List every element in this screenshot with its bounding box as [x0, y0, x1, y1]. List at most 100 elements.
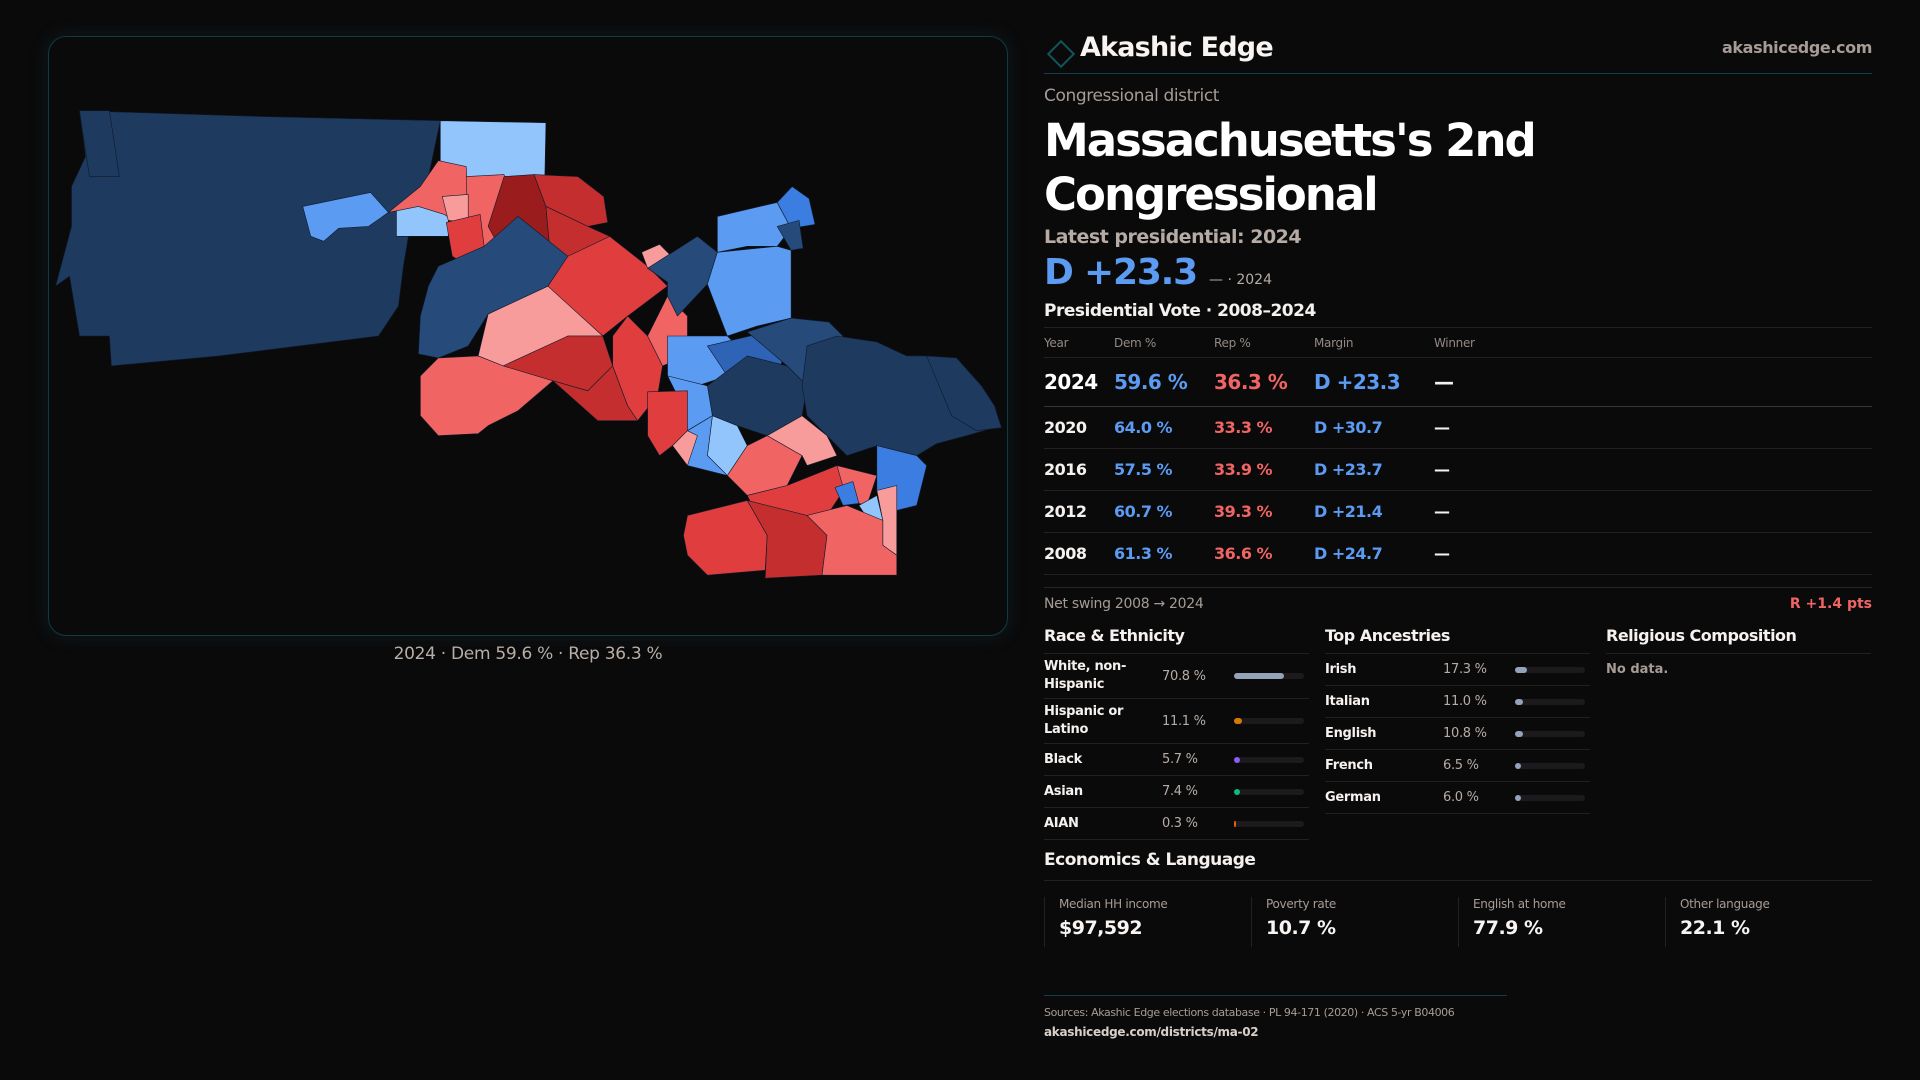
- race-bar-fill: [1234, 756, 1240, 763]
- ancestry-bar-fill: [1515, 794, 1521, 801]
- footer-url-link[interactable]: akashicedge.com/districts/ma-02: [1044, 1025, 1259, 1039]
- ancestry-label: Italian: [1325, 693, 1370, 709]
- map-region-rep-s-10[interactable]: [806, 505, 898, 576]
- ancestry-bar-fill: [1515, 698, 1523, 705]
- cell-winner: —: [1434, 532, 1872, 575]
- cell-margin: D +23.3: [1314, 357, 1434, 407]
- brand-name[interactable]: Akashic Edge: [1080, 32, 1274, 63]
- cell-year: 2008: [1044, 532, 1114, 575]
- diamond-icon: [1048, 41, 1070, 63]
- race-bar-fill: [1234, 673, 1284, 679]
- district-map-card: [48, 36, 1008, 636]
- ancestry-list: Irish 17.3 % Italian 11.0 % English 10.8 % Fre…: [1325, 654, 1590, 814]
- table-row: 2016 57.5 % 33.9 % D +23.7 —: [1044, 448, 1872, 491]
- cell-margin: D +21.4: [1314, 490, 1434, 533]
- econ-value: 10.7 %: [1266, 917, 1336, 939]
- map-region-orange[interactable]: [302, 192, 389, 242]
- cell-rep: 39.3 %: [1214, 490, 1314, 533]
- column-header-rep: Rep %: [1214, 327, 1314, 358]
- race-bar-track: [1234, 673, 1304, 679]
- cell-rep: 33.9 %: [1214, 448, 1314, 491]
- race-value: 0.3 %: [1162, 816, 1198, 831]
- cell-year: 2012: [1044, 490, 1114, 533]
- table-header-row: Year Dem % Rep % Margin Winner: [1044, 327, 1872, 358]
- cell-rep: 33.3 %: [1214, 406, 1314, 449]
- cell-margin: D +23.7: [1314, 448, 1434, 491]
- cell-margin: D +24.7: [1314, 532, 1434, 575]
- district-map[interactable]: [49, 37, 1007, 635]
- district-panel: Akashic Edge akashicedge.com Congression…: [1044, 28, 1872, 1039]
- cell-dem: 57.5 %: [1114, 448, 1214, 491]
- map-region-ne-light-2[interactable]: [707, 246, 792, 337]
- ancestry-value: 17.3 %: [1443, 662, 1487, 677]
- map-region-ne-blue-1[interactable]: [647, 236, 718, 317]
- econ-label: Other language: [1680, 897, 1770, 911]
- page-kicker: Congressional district: [1044, 86, 1220, 106]
- map-region-rep-southwest[interactable]: [420, 355, 554, 436]
- race-ethnicity-title: Race & Ethnicity: [1044, 626, 1309, 654]
- race-value: 11.1 %: [1162, 713, 1206, 729]
- map-region-central-blue[interactable]: [418, 216, 569, 359]
- econ-cell-poverty: Poverty rate 10.7 %: [1251, 897, 1458, 947]
- cell-rep: 36.3 %: [1214, 357, 1314, 407]
- map-region-s-bright[interactable]: [834, 481, 860, 506]
- map-caption: 2024 · Dem 59.6 % · Rep 36.3 %: [393, 644, 663, 664]
- ancestry-panel: Top Ancestries Irish 17.3 % Italian 11.0 % E…: [1325, 626, 1590, 840]
- cell-dem: 59.6 %: [1114, 357, 1214, 407]
- cell-year: 2024: [1044, 357, 1114, 407]
- cell-margin: D +30.7: [1314, 406, 1434, 449]
- race-label: AIAN: [1044, 815, 1079, 831]
- econ-value: 77.9 %: [1473, 917, 1543, 939]
- religion-panel: Religious Composition No data.: [1606, 626, 1871, 840]
- footer: Sources: Akashic Edge elections database…: [1044, 995, 1507, 1039]
- economics-grid: Median HH income $97,592 Poverty rate 10…: [1044, 897, 1872, 947]
- ancestry-bar-fill: [1515, 762, 1521, 769]
- ancestry-bar-fill: [1515, 730, 1523, 737]
- ancestry-value: 10.8 %: [1443, 726, 1487, 741]
- ancestry-value: 6.5 %: [1443, 758, 1479, 773]
- race-label: White, non-Hispanic: [1044, 659, 1127, 692]
- column-header-margin: Margin: [1314, 327, 1434, 358]
- map-region-east-dark-2[interactable]: [926, 355, 1002, 431]
- table-row: 2012 60.7 % 39.3 % D +21.4 —: [1044, 490, 1872, 533]
- cell-winner: —: [1434, 490, 1872, 533]
- column-header-year: Year: [1044, 327, 1114, 358]
- map-region-west-north-strip[interactable]: [79, 110, 120, 177]
- ancestry-bar-track: [1515, 762, 1585, 769]
- map-region-ne-mid[interactable]: [776, 220, 804, 251]
- map-region-rep-s-2[interactable]: [672, 430, 698, 466]
- ancestry-label: German: [1325, 789, 1381, 805]
- race-ethnicity-list: White, non-Hispanic 70.8 % Hispanic or Lat…: [1044, 654, 1309, 840]
- column-header-winner: Winner: [1434, 327, 1872, 358]
- cell-year: 2020: [1044, 406, 1114, 449]
- econ-value: $97,592: [1059, 917, 1143, 939]
- race-bar-track: [1234, 820, 1304, 827]
- race-label: Black: [1044, 751, 1082, 767]
- race-bar-fill: [1234, 788, 1240, 795]
- ancestry-label: French: [1325, 757, 1373, 773]
- econ-cell-other-language: Other language 22.1 %: [1665, 897, 1872, 947]
- ancestry-bar-track: [1515, 698, 1585, 705]
- economics-title: Economics & Language: [1044, 850, 1872, 881]
- race-row: Hispanic or Latino 11.1 %: [1044, 699, 1309, 744]
- cell-dem: 61.3 %: [1114, 532, 1214, 575]
- headline-margin-subtext: — · 2024: [1209, 272, 1272, 288]
- race-bar-fill: [1234, 820, 1236, 827]
- map-region-rep-s-4[interactable]: [766, 415, 838, 466]
- ancestry-bar-track: [1515, 730, 1585, 737]
- race-value: 70.8 %: [1162, 668, 1206, 684]
- race-bar-track: [1234, 756, 1304, 763]
- race-row: White, non-Hispanic 70.8 %: [1044, 654, 1309, 699]
- cell-winner: —: [1434, 448, 1872, 491]
- brand-site-link[interactable]: akashicedge.com: [1722, 38, 1872, 57]
- page-title: Massachusetts's 2nd Congressional: [1044, 114, 1537, 221]
- race-value: 5.7 %: [1162, 752, 1198, 767]
- cell-winner: —: [1434, 357, 1872, 407]
- econ-cell-english: English at home 77.9 %: [1458, 897, 1665, 947]
- net-swing-row: Net swing 2008 → 2024 R +1.4 pts: [1044, 587, 1872, 612]
- race-row: Asian 7.4 %: [1044, 776, 1309, 808]
- presidential-vote-title: Presidential Vote · 2008–2024: [1044, 301, 1316, 321]
- econ-value: 22.1 %: [1680, 917, 1750, 939]
- ancestry-value: 6.0 %: [1443, 790, 1479, 805]
- ancestry-value: 11.0 %: [1443, 694, 1487, 709]
